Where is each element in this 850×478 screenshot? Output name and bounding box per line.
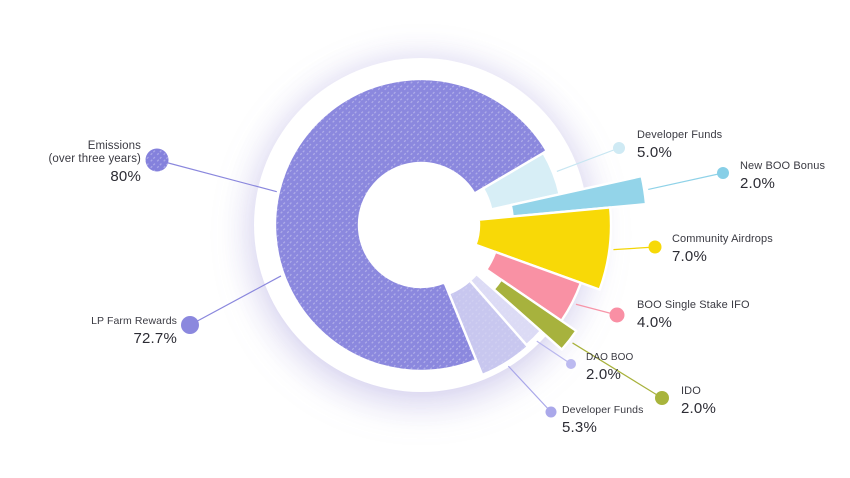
leader-line-community-airdrops-7-0 — [613, 246, 656, 251]
label-dot-boo-single-stake-ifo-4-0 — [609, 307, 625, 323]
label-dot-lp-farm-rewards-72-7 — [181, 316, 199, 334]
label-dot-ido-2-0 — [655, 391, 669, 405]
leader-line-dao-boo-2-0 — [536, 340, 572, 365]
label-dot-dao-boo-2-0 — [566, 359, 576, 369]
leader-line-developer-funds-5-0 — [556, 147, 620, 173]
label-dot-developer-funds-5-3 — [545, 406, 557, 418]
leader-line-new-boo-bonus-2-0 — [648, 172, 724, 191]
leader-lines — [156, 147, 724, 413]
label-dot-new-boo-bonus-2-0 — [717, 167, 729, 179]
leader-line-emissions-80 — [156, 159, 277, 193]
label-dot-developer-funds-5-0 — [613, 142, 625, 154]
leader-line-developer-funds-5-3 — [507, 365, 552, 413]
leader-line-lp-farm-rewards-72-7 — [189, 275, 282, 326]
leader-line-ido-2-0 — [572, 342, 663, 399]
label-dot-community-airdrops-7-0 — [648, 240, 662, 254]
label-dot-emissions-80 — [145, 148, 169, 172]
